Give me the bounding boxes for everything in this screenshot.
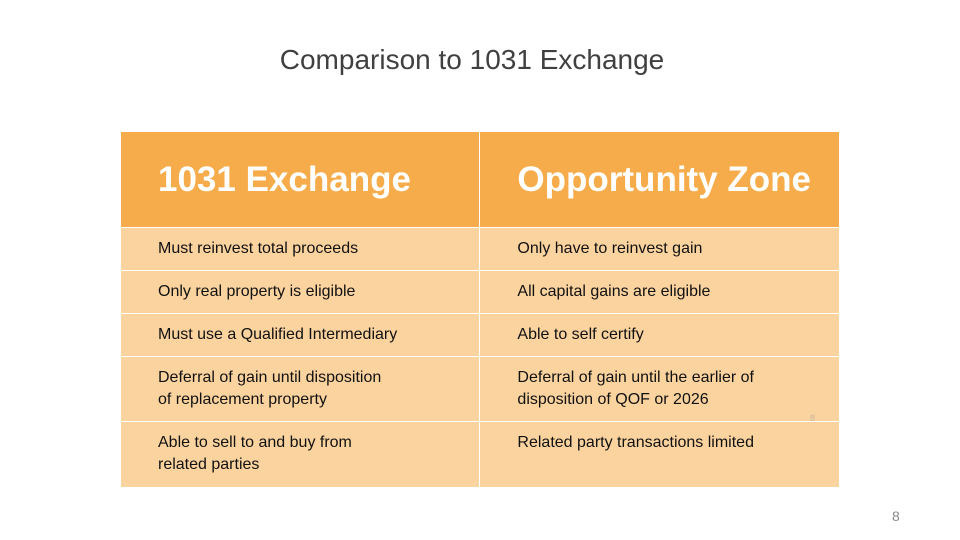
cell-text: Deferral of gain until disposition [158,369,382,386]
table-row: Must reinvest total proceeds Only have t… [119,227,840,271]
cell-left: Only real property is eligible [119,270,481,314]
cell-text: Only real property is eligible [158,283,356,300]
cell-text: of replacement property [158,391,327,408]
cell-left: Deferral of gain until disposition of re… [119,356,481,422]
page-number: 8 [892,508,900,524]
header-opportunity-zone: Opportunity Zone [479,131,840,228]
cell-right: Deferral of gain until the earlier of di… [479,356,840,422]
cell-left: Must use a Qualified Intermediary [119,313,481,357]
cell-right: Related party transactions limited [479,421,840,488]
cell-text: related parties [158,456,260,473]
cell-text: Must use a Qualified Intermediary [158,326,398,343]
faint-slide-number: 8 [810,413,816,423]
cell-text: Deferral of gain until the earlier of [517,369,754,386]
slide-title: Comparison to 1031 Exchange [279,44,665,75]
cell-left: Must reinvest total proceeds [119,227,481,271]
table-row: Able to sell to and buy from related par… [119,421,840,488]
header-1031-exchange: 1031 Exchange [119,131,481,228]
cell-text: Must reinvest total proceeds [158,240,359,257]
cell-text: All capital gains are eligible [517,283,711,300]
comparison-table: 1031 Exchange Opportunity Zone Must rein… [119,131,840,488]
table-row: Must use a Qualified Intermediary Able t… [119,313,840,357]
cell-text: Only have to reinvest gain [517,240,703,257]
cell-left: Able to sell to and buy from related par… [119,421,481,488]
table-header-row: 1031 Exchange Opportunity Zone [119,131,840,228]
cell-text: disposition of QOF or 2026 [517,391,709,408]
table-row: Deferral of gain until disposition of re… [119,356,840,422]
cell-right: All capital gains are eligible [479,270,840,314]
cell-text: Able to self certify [517,326,644,343]
table-row: Only real property is eligible All capit… [119,270,840,314]
cell-right: Only have to reinvest gain [479,227,840,271]
cell-text: Able to sell to and buy from [158,434,352,451]
cell-right: Able to self certify [479,313,840,357]
cell-text: Related party transactions limited [517,434,754,451]
